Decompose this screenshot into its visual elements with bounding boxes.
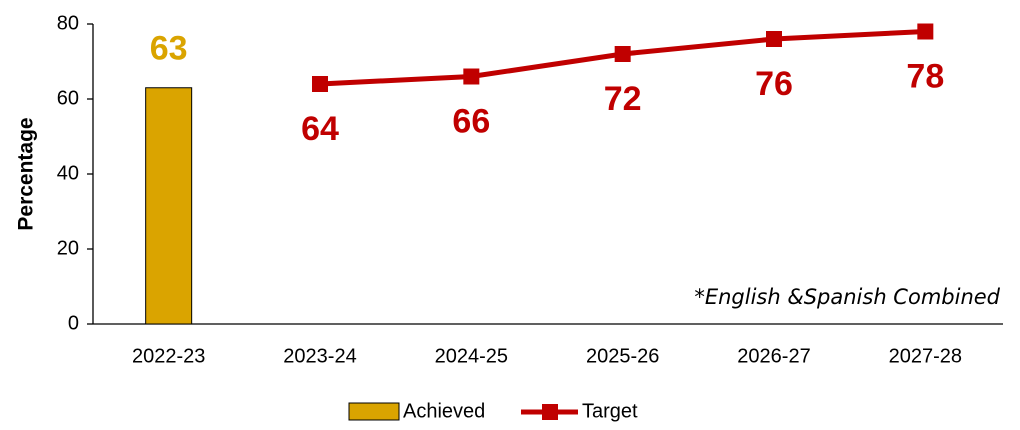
marker <box>917 23 934 40</box>
x-tick-label: 2027-28 <box>889 345 962 367</box>
data-label: 63 <box>150 30 188 68</box>
x-tick-label: 2023-24 <box>283 345 356 367</box>
legend-swatch <box>348 402 400 421</box>
x-tick-label: 2022-23 <box>132 345 205 367</box>
y-tick-label: 20 <box>57 237 79 259</box>
marker <box>766 31 782 47</box>
annotation: *English &Spanish Combined <box>694 285 1000 309</box>
x-tick-label: 2025-26 <box>586 345 659 367</box>
marker <box>463 68 480 85</box>
legend-marker <box>542 404 558 420</box>
data-label: 78 <box>906 57 944 95</box>
legend-label: Achieved <box>403 400 485 422</box>
y-tick-label: 60 <box>57 87 79 109</box>
data-label: 64 <box>301 110 339 148</box>
x-tick-label: 2026-27 <box>737 345 810 367</box>
marker <box>614 46 631 62</box>
marker <box>312 76 328 92</box>
y-tick-label: 40 <box>57 162 79 184</box>
data-label: 72 <box>604 80 642 118</box>
bar <box>145 87 193 325</box>
y-tick-label: 80 <box>57 12 79 34</box>
y-tick-label: 0 <box>68 312 79 334</box>
y-axis-label: Percentage <box>15 117 38 230</box>
data-label: 66 <box>452 102 490 140</box>
x-tick-label: 2024-25 <box>435 345 508 367</box>
data-label: 76 <box>755 65 793 103</box>
legend-label: Target <box>582 400 638 422</box>
